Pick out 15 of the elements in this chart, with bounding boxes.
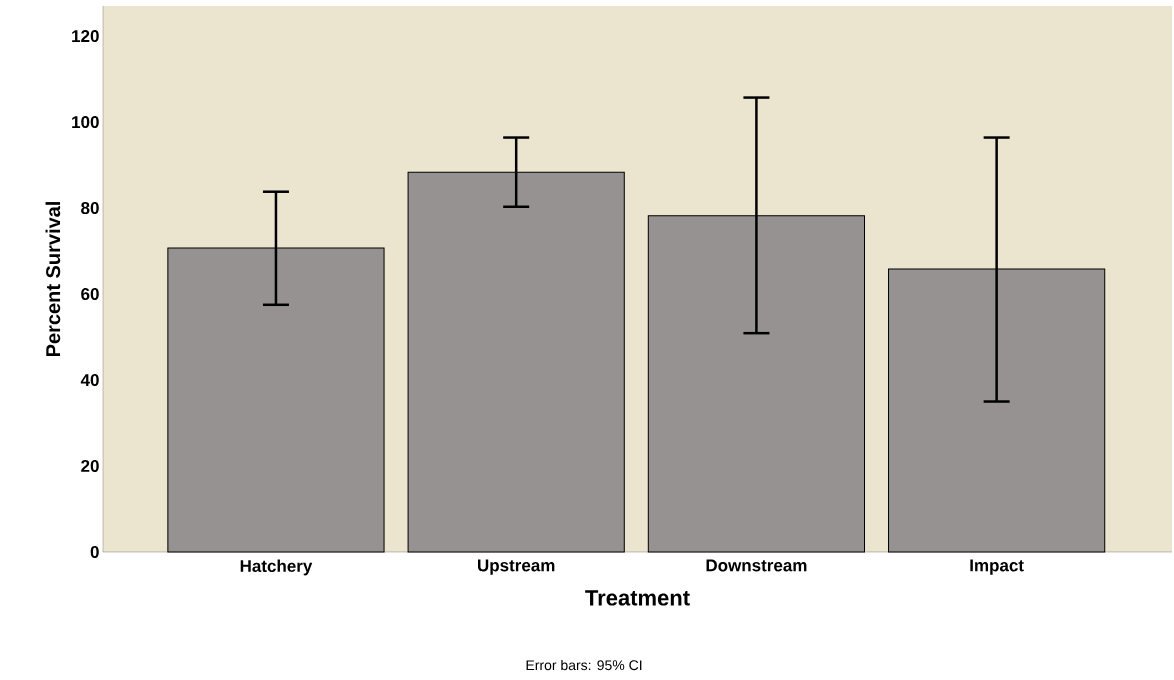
x-axis-title: Treatment — [585, 590, 690, 606]
bar — [407, 171, 625, 553]
x-tick-label: Hatchery — [240, 559, 313, 576]
y-tick-label: 20 — [81, 459, 99, 473]
y-axis-title: Percent Survival — [45, 202, 61, 357]
x-tick-label: Downstream — [706, 559, 807, 572]
y-tick-label: 60 — [81, 288, 99, 301]
y-tick-label: 0 — [90, 545, 99, 559]
x-tick-label: Impact — [970, 559, 1024, 575]
text: Error bars: 95% CI — [526, 659, 642, 671]
y-tick-label: 80 — [81, 202, 99, 215]
y-tick-label: 40 — [80, 374, 99, 387]
y-tick-label: 100 — [72, 116, 99, 129]
x-tick-label: Upstream — [478, 559, 555, 575]
y-tick-label: 120 — [72, 30, 99, 43]
